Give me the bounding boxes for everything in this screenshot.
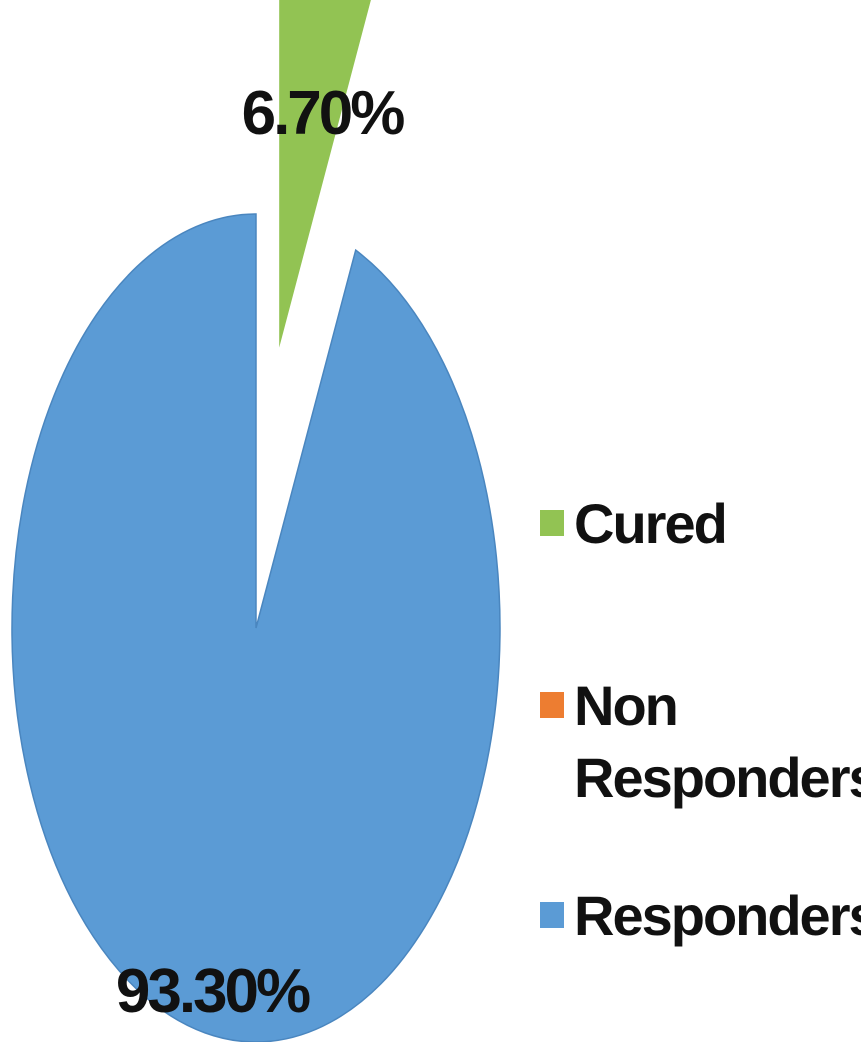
legend-swatch-non-responders (540, 692, 564, 718)
pie-data-labels: 6.70% 93.30% (116, 79, 407, 1026)
legend-swatch-responders (540, 902, 564, 928)
legend-label-cured: Cured (574, 492, 728, 555)
pie-slice-responders (11, 213, 501, 1042)
legend-swatch-cured (540, 510, 564, 536)
pie-slices (11, 0, 501, 1042)
legend-label-non-responders: Non Responders (574, 674, 861, 809)
pie-slice-cured (279, 0, 371, 348)
data-label-cured: 6.70% (242, 79, 405, 148)
data-label-responders: 93.30% (116, 957, 310, 1026)
legend-label-responders: Responders (574, 884, 861, 947)
